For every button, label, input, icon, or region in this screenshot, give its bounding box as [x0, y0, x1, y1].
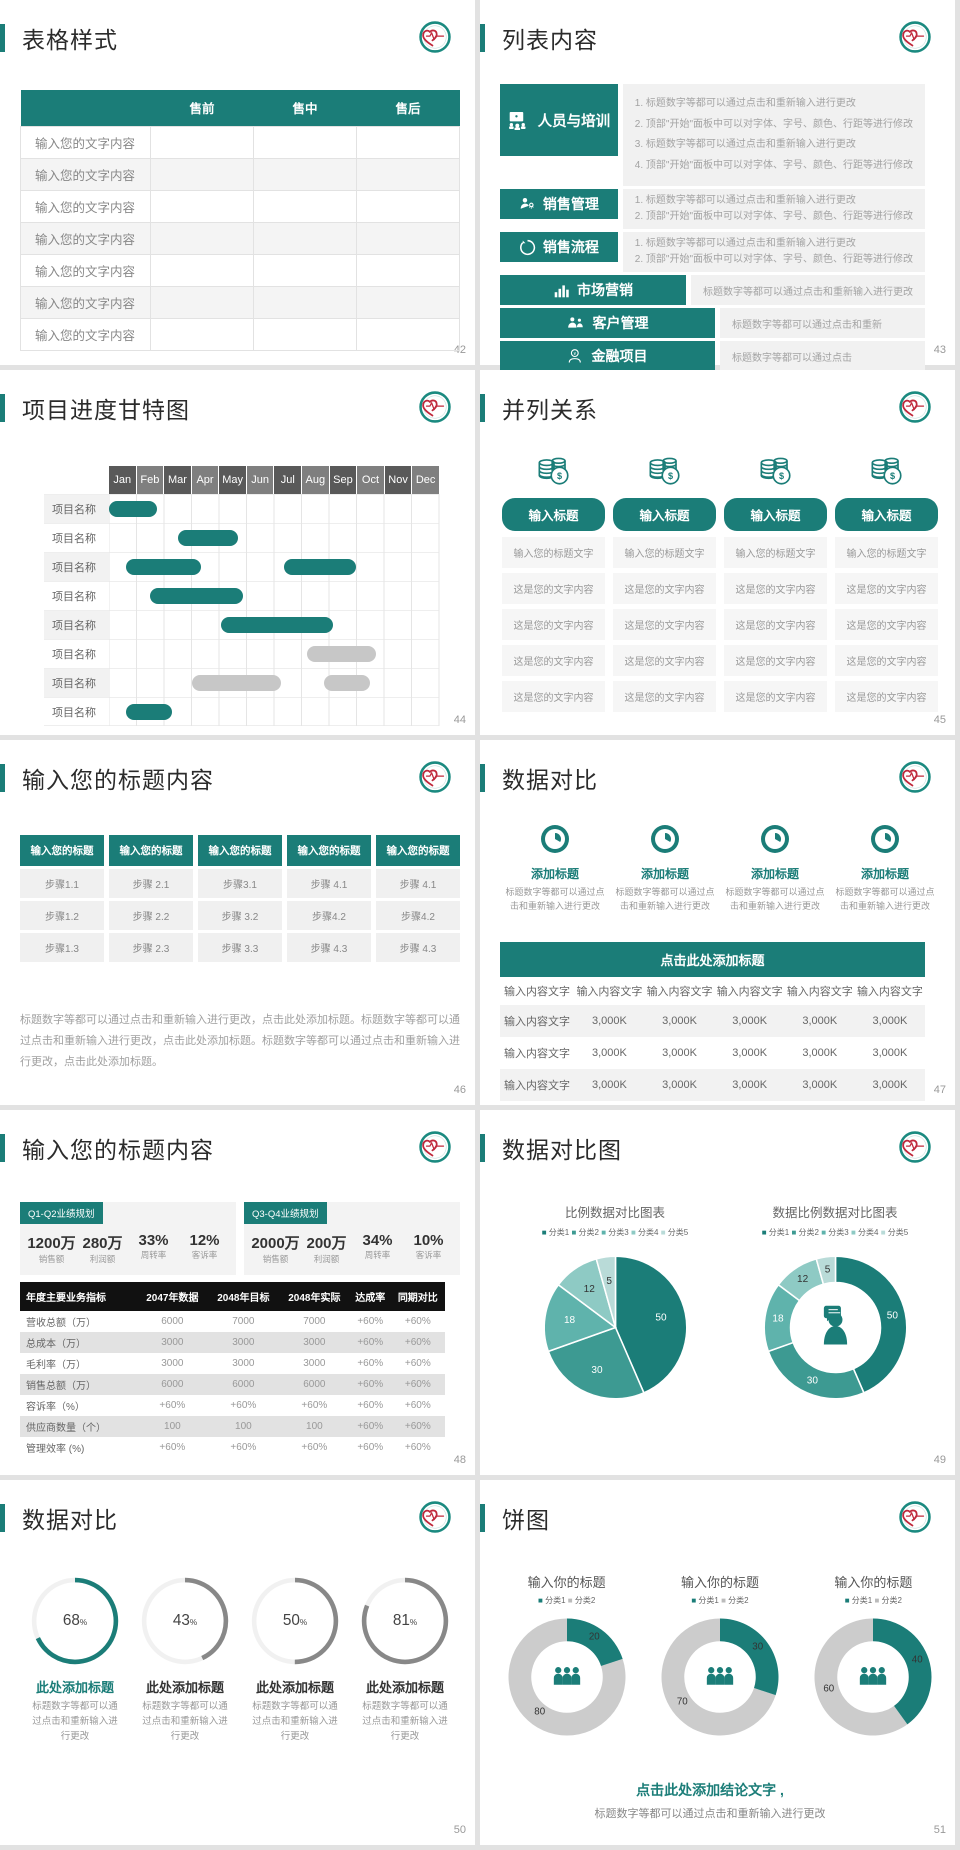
svg-text:80: 80 [534, 1707, 545, 1718]
svg-text:$: $ [667, 471, 672, 481]
svg-text:60: 60 [824, 1683, 835, 1694]
svg-text:30: 30 [807, 1375, 819, 1386]
svg-text:18: 18 [564, 1315, 576, 1326]
svg-text:68%: 68% [63, 1612, 87, 1629]
svg-text:5: 5 [606, 1276, 612, 1287]
svg-text:12: 12 [797, 1274, 809, 1285]
svg-text:30: 30 [752, 1642, 763, 1653]
svg-text:43%: 43% [173, 1612, 197, 1629]
svg-text:$: $ [778, 471, 783, 481]
svg-text:30: 30 [591, 1365, 603, 1376]
svg-text:$: $ [556, 471, 561, 481]
svg-text:70: 70 [677, 1696, 688, 1707]
svg-text:20: 20 [589, 1631, 600, 1642]
svg-text:12: 12 [584, 1284, 596, 1295]
svg-text:81%: 81% [393, 1612, 417, 1629]
svg-text:50: 50 [655, 1313, 667, 1324]
svg-text:$: $ [889, 471, 894, 481]
svg-text:¥: ¥ [573, 351, 576, 356]
svg-text:18: 18 [772, 1313, 784, 1324]
svg-text:40: 40 [912, 1655, 923, 1666]
svg-text:5: 5 [825, 1265, 831, 1276]
svg-text:50%: 50% [283, 1612, 307, 1629]
svg-text:50: 50 [887, 1310, 899, 1321]
